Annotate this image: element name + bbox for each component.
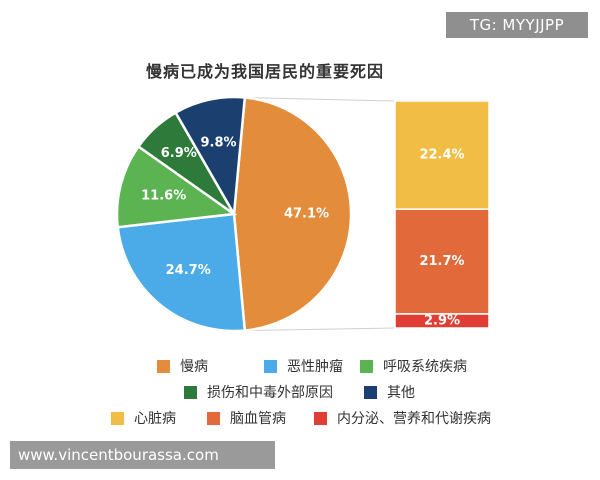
breakdown-labels: 22.4% 21.7% 2.9% (419, 148, 464, 329)
connector-lines (244, 97, 396, 331)
bar-segment-心脏病 (394, 100, 490, 210)
pie-label-呼吸系统疾病: 11.6% (141, 189, 186, 204)
pie-label-恶性肿瘤: 24.7% (166, 263, 211, 278)
pie-label-慢病: 47.1% (284, 207, 329, 222)
bar-label-心脏病: 22.4% (419, 148, 464, 163)
pie-slice-其他 (173, 95, 247, 219)
pie-slice-慢病 (232, 96, 353, 332)
bar-label-脑血管病: 21.7% (419, 254, 464, 269)
pie-labels: 47.1% 24.7% 11.6% 6.9%9.8% (141, 136, 329, 278)
watermark-bottom-left: www.vincentbourassa.com (10, 441, 275, 469)
watermark-top-right: TG: MYYJJPP (446, 12, 588, 38)
breakdown-bar (394, 100, 490, 329)
pie-slice-呼吸系统疾病 (115, 144, 238, 229)
bar-segment-脑血管病 (394, 208, 490, 315)
pie-label-其他: 9.8% (200, 136, 236, 151)
pie (115, 95, 353, 333)
bar-label-内分泌-营养和代谢疾病: 2.9% (424, 314, 460, 329)
pie-slice-恶性肿瘤 (116, 212, 247, 333)
connector-top (244, 97, 396, 102)
chart-title: 慢病已成为我国居民的重要死因 (146, 62, 385, 81)
pie-label-损伤和中毒外部原因: 6.9% (161, 146, 197, 161)
bar-segment-内分泌-营养和代谢疾病 (394, 313, 490, 329)
connector-bottom (244, 327, 396, 331)
